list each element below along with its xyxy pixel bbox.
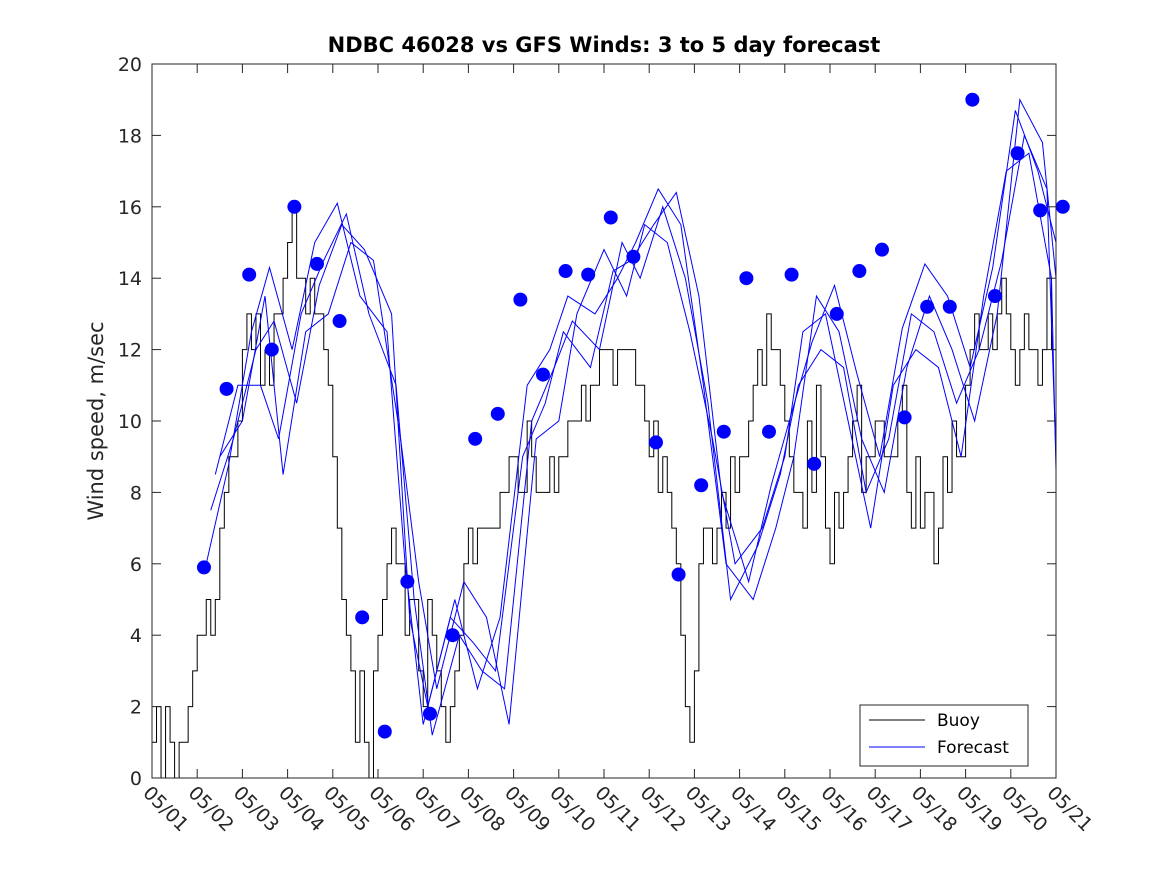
forecast-marker — [468, 431, 483, 446]
forecast-marker — [422, 706, 437, 721]
forecast-marker — [874, 242, 889, 257]
forecast-marker — [332, 314, 347, 329]
forecast-marker — [920, 299, 935, 314]
series-buoy-line — [152, 206, 1056, 778]
forecast-marker — [694, 478, 709, 493]
y-tick-label: 10 — [118, 411, 142, 433]
forecast-marker — [1033, 203, 1048, 218]
legend-buoy-label: Buoy — [937, 711, 980, 731]
legend-forecast-label: Forecast — [937, 738, 1009, 758]
forecast-marker — [671, 567, 686, 582]
forecast-marker — [987, 289, 1002, 304]
forecast-marker — [355, 610, 370, 625]
forecast-marker — [716, 424, 731, 439]
forecast-marker — [535, 367, 550, 382]
forecast-marker — [196, 560, 211, 575]
series-forecast-line-2 — [210, 98, 1056, 707]
legend-box — [859, 704, 1029, 767]
forecast-marker — [264, 342, 279, 357]
forecast-marker — [739, 271, 754, 286]
y-tick-label: 4 — [130, 625, 142, 647]
forecast-marker — [1055, 199, 1070, 214]
y-tick-label: 12 — [118, 340, 142, 362]
chart-title: NDBC 46028 vs GFS Winds: 3 to 5 day fore… — [328, 33, 881, 57]
forecast-marker — [807, 456, 822, 471]
forecast-marker — [490, 406, 505, 421]
forecast-marker — [219, 381, 234, 396]
forecast-marker — [445, 628, 460, 643]
y-axis-label: Wind speed, m/sec — [84, 321, 108, 520]
forecast-marker — [287, 199, 302, 214]
y-tick-label: 18 — [118, 125, 142, 147]
forecast-marker — [784, 267, 799, 282]
y-tick-label: 0 — [130, 768, 142, 790]
y-tick-label: 16 — [118, 197, 142, 219]
forecast-marker — [761, 424, 776, 439]
forecast-marker — [581, 267, 596, 282]
forecast-marker — [242, 267, 257, 282]
forecast-marker — [648, 435, 663, 450]
series-forecast-line-4 — [219, 152, 1056, 725]
forecast-marker — [377, 724, 392, 739]
forecast-marker — [309, 256, 324, 271]
y-axis: 0 2 4 6 8 10 12 14 16 18 20 — [118, 54, 1056, 790]
forecast-marker — [558, 264, 573, 279]
forecast-marker — [400, 574, 415, 589]
y-tick-label: 2 — [130, 697, 142, 719]
forecast-marker — [829, 306, 844, 321]
series-forecast-line-3 — [214, 133, 1056, 736]
forecast-marker — [942, 299, 957, 314]
y-tick-label: 8 — [130, 482, 142, 504]
legend: Buoy Forecast — [859, 704, 1029, 767]
forecast-marker — [897, 410, 912, 425]
forecast-marker — [1010, 146, 1025, 161]
y-tick-label: 14 — [118, 268, 142, 290]
forecast-marker — [513, 292, 528, 307]
forecast-marker — [626, 249, 641, 264]
forecast-marker — [852, 264, 867, 279]
plot-area — [152, 92, 1070, 778]
forecast-marker — [603, 210, 618, 225]
y-tick-label: 6 — [130, 554, 142, 576]
y-tick-label: 20 — [118, 54, 142, 76]
forecast-marker — [965, 92, 980, 107]
